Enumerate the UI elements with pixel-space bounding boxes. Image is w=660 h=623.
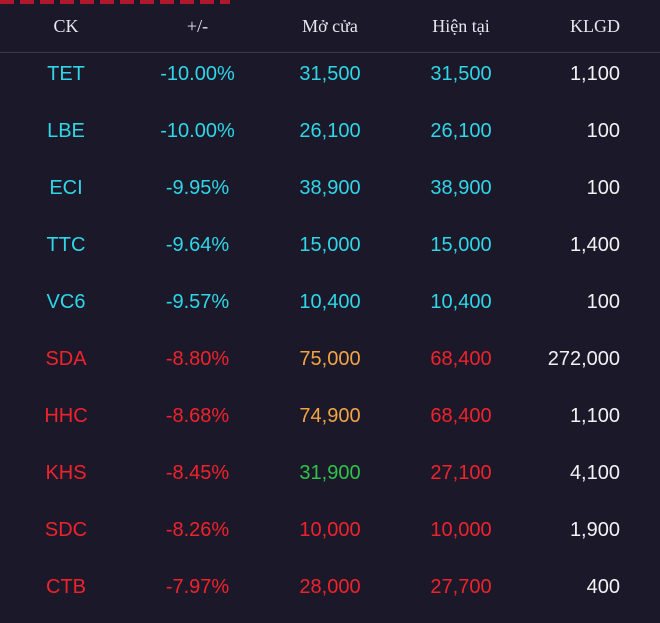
cell-current: 15,000 (430, 234, 492, 256)
table-row[interactable]: KHS -8.45% 31,900 27,100 4,100 (0, 445, 660, 502)
cell-open: 31,500 (299, 63, 361, 85)
cell-open: 74,900 (299, 405, 361, 427)
cell-current: 31,500 (430, 63, 492, 85)
cell-current: 26,100 (430, 120, 492, 142)
cell-ck: TTC (46, 234, 86, 256)
cell-volume: 4,100 (569, 462, 620, 484)
cell-ck: ECI (49, 177, 83, 199)
cell-current: 10,400 (430, 291, 492, 313)
cell-ck: VC6 (46, 291, 86, 313)
header-change[interactable]: +/- (186, 15, 209, 36)
cell-ck: LBE (47, 120, 85, 142)
cell-change: -10.00% (160, 63, 235, 85)
cell-change: -9.95% (165, 177, 230, 199)
cell-change: -8.68% (165, 405, 230, 427)
cell-ck: TET (47, 63, 85, 85)
table-row[interactable]: SDA -8.80% 75,000 68,400 272,000 (0, 331, 660, 388)
cell-current: 10,000 (430, 519, 492, 541)
cell-open: 10,000 (299, 519, 361, 541)
cell-open: 28,000 (299, 576, 361, 598)
cell-volume: 1,400 (569, 234, 620, 256)
cell-volume: 100 (586, 291, 620, 313)
cell-open: 75,000 (299, 348, 361, 370)
header-current[interactable]: Hiện tại (432, 15, 490, 36)
cell-change: -10.00% (160, 120, 235, 142)
cell-change: -8.45% (165, 462, 230, 484)
cell-volume: 1,100 (569, 405, 620, 427)
header-open[interactable]: Mở cửa (302, 15, 358, 36)
cell-volume: 1,900 (569, 519, 620, 541)
table-row[interactable]: LBE -10.00% 26,100 26,100 100 (0, 103, 660, 160)
cell-volume: 1,100 (569, 63, 620, 85)
cell-change: -8.80% (165, 348, 230, 370)
cell-current: 27,100 (430, 462, 492, 484)
cell-ck: SDA (45, 348, 87, 370)
cell-change: -9.57% (165, 291, 230, 313)
cell-open: 26,100 (299, 120, 361, 142)
cell-current: 68,400 (430, 348, 492, 370)
header-ck[interactable]: CK (53, 15, 79, 36)
cell-ck: KHS (45, 462, 87, 484)
table-row[interactable]: ECI -9.95% 38,900 38,900 100 (0, 160, 660, 217)
table-row[interactable]: HHC -8.68% 74,900 68,400 1,100 (0, 388, 660, 445)
cell-ck: HHC (44, 405, 88, 427)
cell-volume: 100 (586, 177, 620, 199)
table-header: CK +/- Mở cửa Hiện tại KLGD (0, 0, 660, 53)
header-volume[interactable]: KLGD (570, 15, 620, 36)
cell-open: 38,900 (299, 177, 361, 199)
cell-volume: 100 (586, 120, 620, 142)
cell-current: 68,400 (430, 405, 492, 427)
cell-change: -8.26% (165, 519, 230, 541)
cell-change: -9.64% (165, 234, 230, 256)
cell-open: 10,400 (299, 291, 361, 313)
cell-ck: CTB (46, 576, 86, 598)
top-strip (0, 0, 230, 4)
table-row[interactable]: TTC -9.64% 15,000 15,000 1,400 (0, 217, 660, 274)
table-row[interactable]: TET -10.00% 31,500 31,500 1,100 (0, 46, 660, 103)
cell-volume: 400 (586, 576, 620, 598)
table-row[interactable]: SDC -8.26% 10,000 10,000 1,900 (0, 502, 660, 559)
table-row[interactable]: CTB -7.97% 28,000 27,700 400 (0, 559, 660, 616)
cell-volume: 272,000 (547, 348, 620, 370)
cell-current: 27,700 (430, 576, 492, 598)
cell-open: 15,000 (299, 234, 361, 256)
table-row[interactable]: VC6 -9.57% 10,400 10,400 100 (0, 274, 660, 331)
cell-ck: SDC (44, 519, 88, 541)
cell-open: 31,900 (299, 462, 361, 484)
cell-current: 38,900 (430, 177, 492, 199)
cell-change: -7.97% (165, 576, 230, 598)
